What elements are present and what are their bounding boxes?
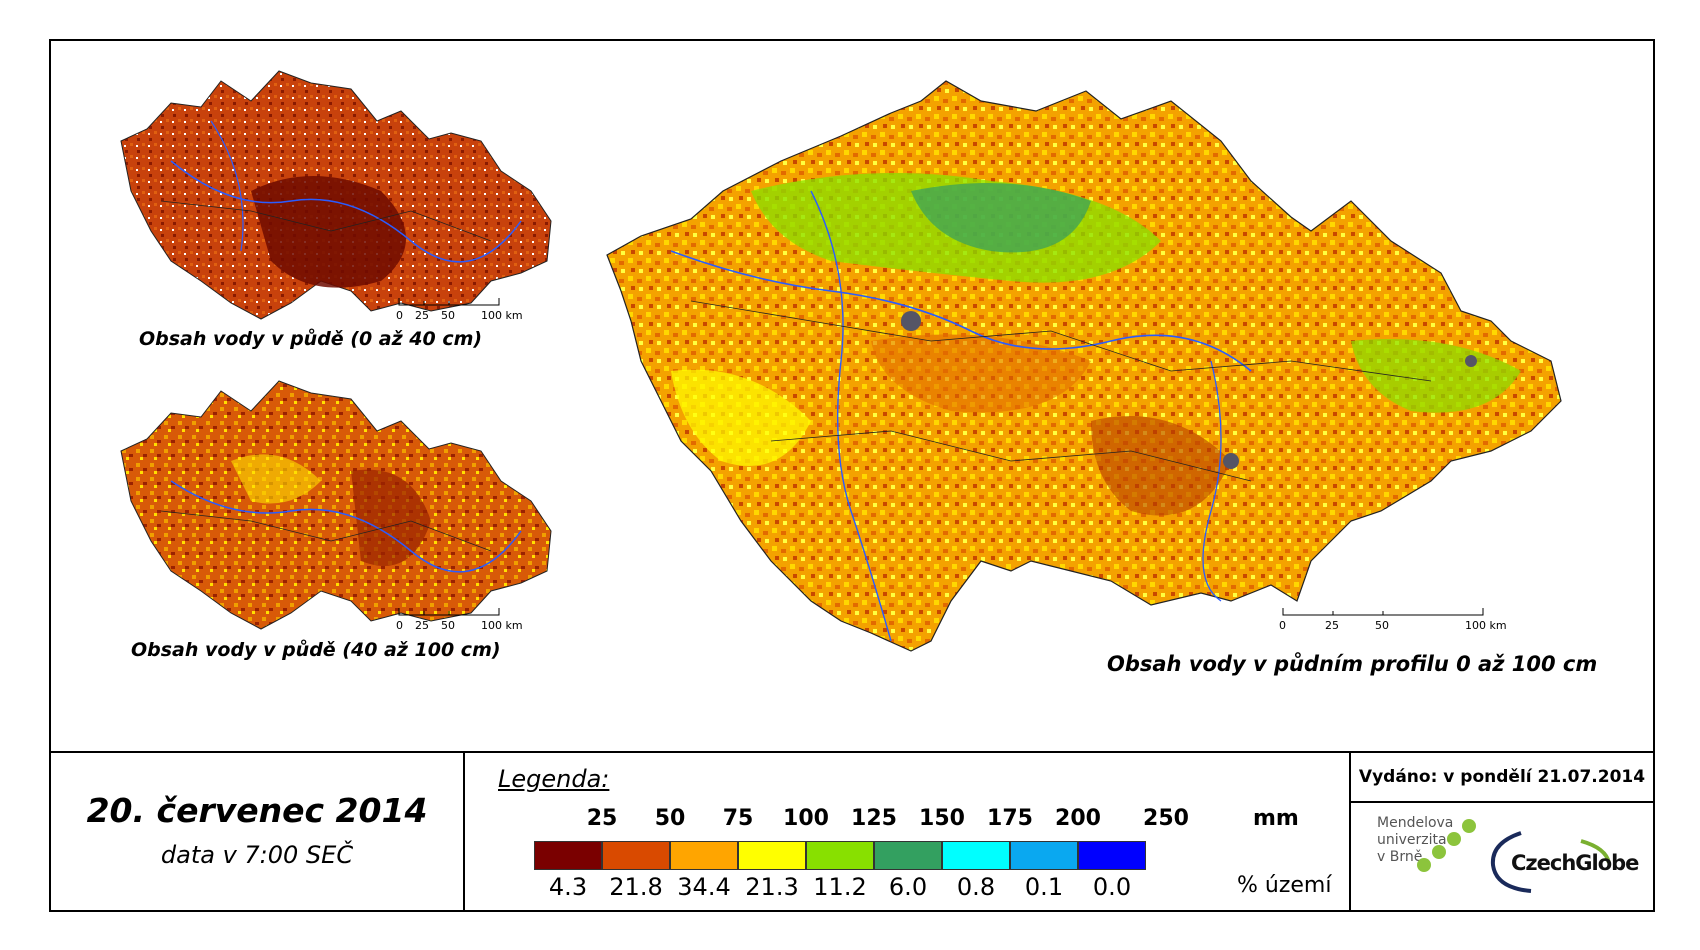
legend-tick-label: 250 (1143, 806, 1189, 831)
scale-label-50: 50 (1375, 619, 1389, 632)
legend-tick-label: 150 (919, 806, 965, 831)
map-topsoil (120, 70, 552, 320)
legend-percentage: 21.3 (745, 873, 799, 901)
legend-percentage: 0.0 (1092, 873, 1132, 901)
legend-percentage: 0.8 (956, 873, 996, 901)
legend-swatch (1010, 841, 1078, 870)
legend: Legenda: 25 50 75 100 125 150 175 200 250 mm 4.3… (465, 753, 1351, 912)
scale-label-0: 0 (1279, 619, 1286, 632)
legend-unit-mm: mm (1253, 806, 1299, 831)
info-panel: 20. červenec 2014 data v 7:00 SEČ Legend… (51, 751, 1653, 912)
scale-label-100: 100 km (481, 619, 523, 632)
scalebar-main (1282, 608, 1484, 616)
legend-swatch (942, 841, 1010, 870)
date-cell: 20. červenec 2014 data v 7:00 SEČ (51, 753, 465, 912)
legend-swatch (602, 841, 670, 870)
mendel-university-logo-text: Mendelova univerzita v Brně (1377, 815, 1453, 866)
scale-label-100: 100 km (1465, 619, 1507, 632)
mendel-dots-icon (1417, 819, 1476, 872)
scale-label-25: 25 (415, 309, 429, 322)
legend-swatch (534, 841, 602, 870)
czechglobe-logo-text: CzechGlobe (1511, 851, 1639, 875)
legend-tick-label: 100 (783, 806, 829, 831)
legend-percentage: 21.8 (609, 873, 663, 901)
logos-graphic (1417, 819, 1611, 893)
legend-swatch (806, 841, 874, 870)
legend-tick-label: 175 (987, 806, 1033, 831)
scalebar-bottomleft (398, 608, 500, 616)
legend-percentage: 6.0 (888, 873, 928, 901)
map-subsoil (120, 380, 552, 630)
legend-swatch (1078, 841, 1146, 870)
caption-topsoil: Obsah vody v půdě (0 až 40 cm) (139, 328, 483, 350)
issued-date: Vydáno: v pondělí 21.07.2014 (1351, 753, 1653, 803)
legend-tick-label: 200 (1055, 806, 1101, 831)
legend-tick-label: 125 (851, 806, 897, 831)
scale-label-25: 25 (1325, 619, 1339, 632)
mendel-line-2: univerzita (1377, 832, 1447, 848)
legend-title: Legenda: (498, 765, 610, 793)
legend-swatch (670, 841, 738, 870)
czechglobe-swoosh-icon (1490, 831, 1532, 893)
map-full-profile (606, 80, 1562, 652)
legend-unit-pct: % území (1237, 873, 1332, 898)
legend-tick-label: 50 (654, 806, 686, 831)
legend-percentage: 34.4 (677, 873, 731, 901)
scalebar-topleft (398, 298, 500, 306)
caption-subsoil: Obsah vody v půdě (40 až 100 cm) (131, 639, 501, 661)
date-time: data v 7:00 SEČ (160, 841, 354, 869)
legend-swatch (874, 841, 942, 870)
publisher-cell: Vydáno: v pondělí 21.07.2014 Mendelova u… (1351, 753, 1653, 912)
date-title: 20. červenec 2014 (86, 791, 428, 830)
legend-tick-label: 75 (722, 806, 754, 831)
scale-label-25: 25 (415, 619, 429, 632)
legend-tick-label: 25 (586, 806, 618, 831)
scale-label-100: 100 km (481, 309, 523, 322)
maps-canvas (120, 70, 1562, 652)
scale-label-50: 50 (441, 619, 455, 632)
maps-area: 0 25 50 100 km 0 25 50 100 km 0 25 50 10… (51, 41, 1653, 751)
legend-percentage: 11.2 (813, 873, 867, 901)
scale-label-50: 50 (441, 309, 455, 322)
caption-full-profile: Obsah vody v půdním profilu 0 až 100 cm (1107, 652, 1598, 676)
legend-swatch (738, 841, 806, 870)
scale-label-0: 0 (396, 619, 403, 632)
mendel-line-1: Mendelova (1377, 815, 1454, 831)
legend-percentage: 4.3 (548, 873, 588, 901)
mendel-line-3: v Brně (1377, 849, 1423, 865)
legend-percentage: 0.1 (1024, 873, 1064, 901)
scale-label-0: 0 (396, 309, 403, 322)
map-sheet-frame: 0 25 50 100 km 0 25 50 100 km 0 25 50 10… (49, 39, 1655, 912)
